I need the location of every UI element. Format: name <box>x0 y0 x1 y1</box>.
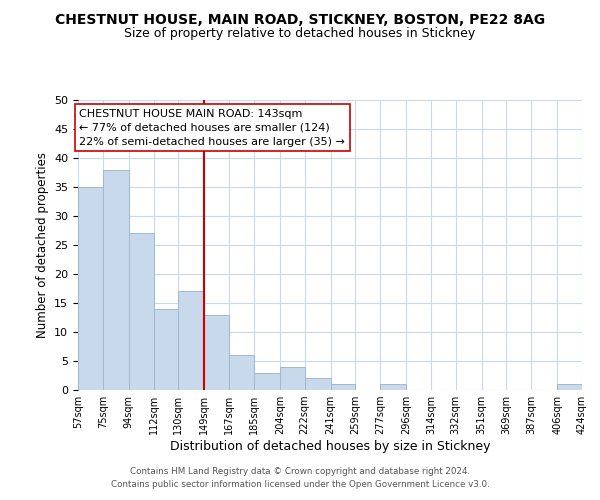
Text: Contains public sector information licensed under the Open Government Licence v3: Contains public sector information licen… <box>110 480 490 489</box>
Bar <box>254 372 280 390</box>
Bar <box>280 367 305 390</box>
Bar <box>557 384 582 390</box>
Bar <box>380 384 406 390</box>
Bar <box>103 170 129 390</box>
Bar <box>331 384 355 390</box>
Bar <box>78 187 103 390</box>
Bar <box>229 355 254 390</box>
Text: CHESTNUT HOUSE, MAIN ROAD, STICKNEY, BOSTON, PE22 8AG: CHESTNUT HOUSE, MAIN ROAD, STICKNEY, BOS… <box>55 12 545 26</box>
Bar <box>205 314 229 390</box>
Text: Size of property relative to detached houses in Stickney: Size of property relative to detached ho… <box>124 28 476 40</box>
Y-axis label: Number of detached properties: Number of detached properties <box>35 152 49 338</box>
Bar <box>178 292 205 390</box>
X-axis label: Distribution of detached houses by size in Stickney: Distribution of detached houses by size … <box>170 440 490 453</box>
Bar <box>305 378 331 390</box>
Text: CHESTNUT HOUSE MAIN ROAD: 143sqm
← 77% of detached houses are smaller (124)
22% : CHESTNUT HOUSE MAIN ROAD: 143sqm ← 77% o… <box>79 108 345 146</box>
Bar <box>129 234 154 390</box>
Text: Contains HM Land Registry data © Crown copyright and database right 2024.: Contains HM Land Registry data © Crown c… <box>130 467 470 476</box>
Bar <box>154 309 178 390</box>
